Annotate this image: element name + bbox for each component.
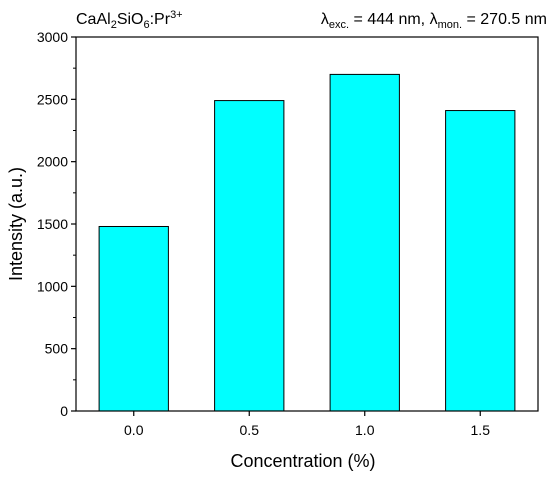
x-tick-label: 0.5 <box>240 422 260 438</box>
x-tick-label: 1.5 <box>471 422 491 438</box>
title-subscript: mon. <box>438 19 462 31</box>
y-axis-title: Intensity (a.u.) <box>6 167 26 281</box>
y-tick-label: 2500 <box>37 91 68 107</box>
chart-title-compound: CaAl2SiO6:Pr3+ <box>76 9 183 31</box>
x-axis-title: Concentration (%) <box>230 451 375 471</box>
title-part: = 270.5 nm <box>462 11 547 28</box>
y-tick-label: 3000 <box>37 29 68 45</box>
bar <box>98 225 169 412</box>
bar <box>329 73 400 412</box>
title-subscript: 2 <box>111 19 117 31</box>
title-part: λ <box>321 11 329 28</box>
title-subscript: 6 <box>143 19 149 31</box>
bar <box>445 110 516 412</box>
x-tick-label: 1.0 <box>355 422 375 438</box>
title-part: SiO <box>117 11 144 28</box>
x-tick-label: 0.0 <box>124 422 144 438</box>
title-part: = 444 nm, <box>349 11 430 28</box>
y-tick-label: 1000 <box>37 278 68 294</box>
y-tick-label: 0 <box>60 403 68 419</box>
plot-area: 0 500 1000 1500 2000 2500 3000 0.0 0.5 1.0 1.5 <box>37 29 539 438</box>
title-part: :Pr <box>150 11 171 28</box>
y-tick-label: 1500 <box>37 216 68 232</box>
y-tick-label: 2000 <box>37 154 68 170</box>
y-tick-label: 500 <box>45 341 69 357</box>
title-superscript: 3+ <box>170 9 183 21</box>
title-subscript: exc. <box>329 19 349 31</box>
chart-title-wavelengths: λexc. = 444 nm, λmon. = 270.5 nm <box>321 11 547 31</box>
bar <box>214 100 285 412</box>
title-part: CaAl <box>76 11 111 28</box>
title-part: λ <box>430 11 438 28</box>
